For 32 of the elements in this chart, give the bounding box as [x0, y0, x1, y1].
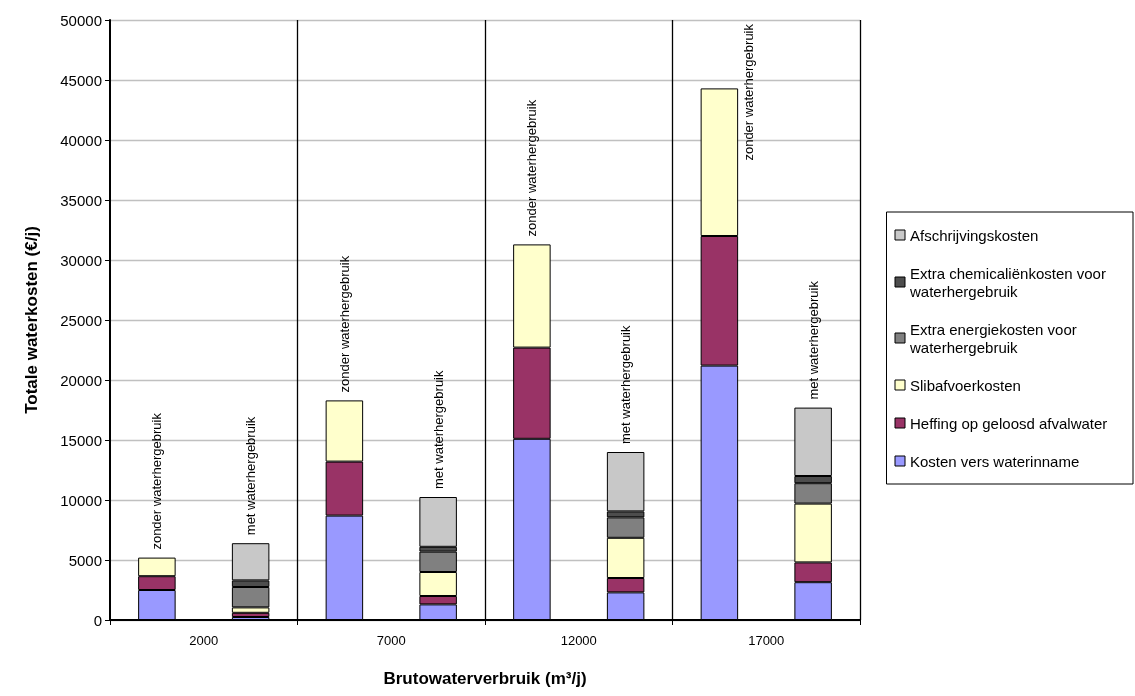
text: 12000 [560, 633, 597, 648]
legend-label: Kosten vers waterinname [910, 452, 1080, 470]
y-tick-label: 20000 [60, 371, 102, 389]
y-axis-title: Totale waterkosten (€/j) [22, 226, 41, 414]
x-tick-label: zonder waterhergebruik [149, 412, 165, 550]
x-tick-label: zonder waterhergebruik [740, 23, 756, 161]
x-tick-label: met waterhergebruik [430, 370, 446, 489]
x-tick-label: zonder waterhergebruik [336, 255, 352, 393]
text: 2000 [189, 633, 219, 648]
y-tick-label: 40000 [60, 131, 102, 149]
y-tick-label: 45000 [60, 71, 102, 89]
legend-label: Extra energiekosten voor waterhergebruik [909, 320, 1081, 356]
x-tick-label: met waterhergebruik [805, 280, 821, 400]
legend-label: Extra chemicaliënkosten voor waterhergebruik [909, 264, 1111, 300]
y-tick-label: 50000 [60, 11, 102, 29]
y-tick-label: 10000 [60, 491, 102, 509]
x-tick-label: met waterhergebruik [618, 325, 634, 444]
legend-label: Slibafvoerkosten [910, 376, 1021, 394]
y-tick-label: 35000 [60, 191, 102, 209]
x-tick-label: met waterhergebruik [243, 416, 259, 536]
text: 7000 [376, 633, 406, 648]
x-axis-title: Brutowaterverbruik (m³/j) [383, 669, 587, 688]
y-tick-label: 15000 [60, 431, 102, 449]
legend-label: Afschrijvingskosten [910, 226, 1039, 244]
y-tick-label: 0 [93, 611, 102, 629]
bar [231, 612, 270, 617]
y-tick-label: 30000 [60, 251, 102, 269]
legend-label: Heffing op geloosd afvalwater [910, 414, 1108, 432]
x-tick-label: zonder waterhergebruik [524, 99, 540, 237]
y-tick-label: 25000 [60, 311, 102, 329]
y-tick-label: 5000 [68, 551, 102, 569]
text: 17000 [748, 633, 785, 648]
